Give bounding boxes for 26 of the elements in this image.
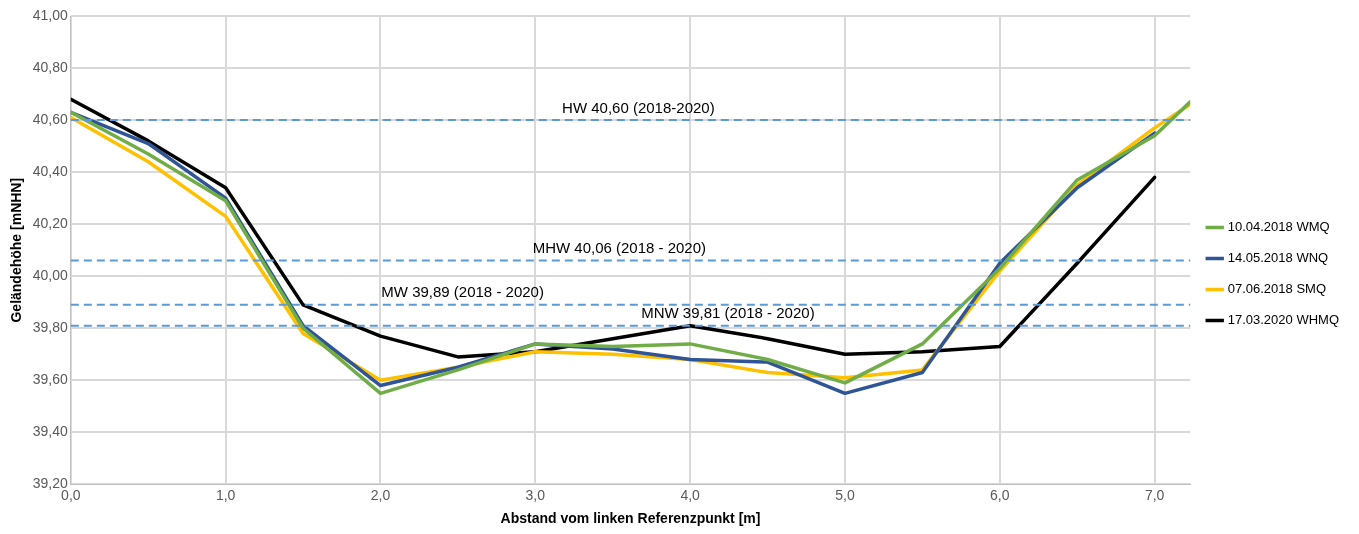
legend-label: 17.03.2020 WHMQ [1227,312,1340,328]
x-tick-label: 7,0 [1144,486,1165,503]
x-tick-label: 6,0 [990,486,1010,503]
legend-label: 10.04.2018 WMQ [1227,219,1330,235]
x-tick-label: 4,0 [680,486,701,503]
x-tick-label: 5,0 [835,486,855,503]
x-axis-title: Abstand vom linken Referenzpunkt [m] [500,510,761,527]
y-tick-label: 39,60 [32,371,69,388]
ref-line-label: MW 39,89 (2018 - 2020) [381,283,544,301]
legend-label: 14.05.2018 WNQ [1227,250,1329,266]
ref-line-label: MNW 39,81 (2018 - 2020) [641,304,815,322]
y-tick-label: 40,00 [32,267,69,284]
ref-line-label: HW 40,60 (2018-2020) [562,98,715,116]
y-tick-label: 40,20 [32,215,69,232]
y-tick-label: 39,80 [32,319,69,336]
y-tick-label: 41,00 [32,6,69,23]
y-tick-label: 40,80 [32,58,69,75]
y-tick-label: 40,60 [32,110,69,127]
ref-line-label: MHW 40,06 (2018 - 2020) [532,239,707,257]
x-tick-label: 1,0 [215,486,236,503]
y-tick-label: 40,40 [32,162,69,179]
y-tick-label: 39,40 [32,423,69,440]
x-tick-label: 3,0 [525,486,546,503]
y-axis-title: Geländehöhe [mNHN] [8,177,25,323]
x-tick-label: 2,0 [370,486,391,503]
legend-label: 07.06.2018 SMQ [1227,281,1327,297]
